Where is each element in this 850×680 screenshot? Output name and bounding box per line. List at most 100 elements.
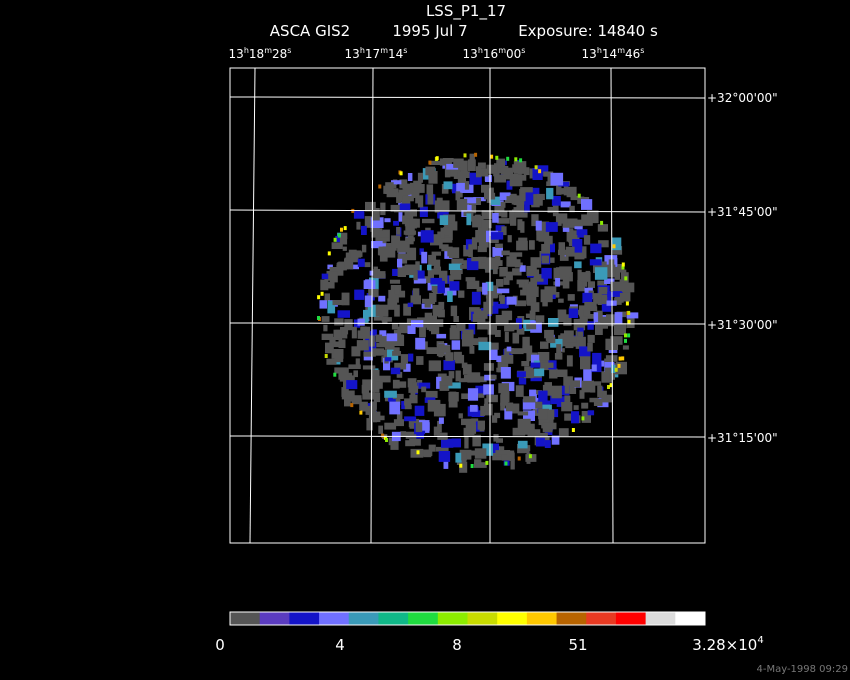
- pixel: [349, 264, 359, 270]
- pixel: [331, 242, 343, 249]
- ra-value: 14: [602, 47, 617, 61]
- pixel: [423, 449, 432, 458]
- pixel: [481, 184, 490, 193]
- pixel: [501, 226, 507, 236]
- pixel: [610, 336, 623, 345]
- pixel: [327, 300, 336, 314]
- pixel: [362, 392, 376, 400]
- pixel: [451, 340, 461, 350]
- pixel: [425, 390, 438, 398]
- edge-pixel: [617, 363, 621, 368]
- pixel: [523, 410, 535, 421]
- pixel: [437, 309, 445, 318]
- pixel: [444, 223, 452, 230]
- pixel: [611, 364, 616, 373]
- pixel: [427, 264, 432, 271]
- colorbar-segment: [497, 612, 528, 625]
- pixel: [472, 434, 481, 447]
- ra-label: 13h14m46s: [582, 46, 645, 61]
- colorbar-label: 4: [335, 636, 345, 654]
- pixel: [560, 201, 571, 208]
- pixel: [549, 368, 558, 379]
- pixel: [366, 418, 373, 431]
- edge-pixel: [504, 461, 508, 466]
- pixel: [372, 208, 380, 221]
- pixel: [476, 286, 487, 292]
- pixel: [583, 309, 591, 317]
- dec-label: +32°00'00": [707, 91, 778, 105]
- ra-value: 18: [249, 47, 264, 61]
- pixel: [337, 262, 344, 271]
- pixel: [393, 347, 400, 356]
- pixel: [471, 257, 484, 262]
- pixel: [489, 187, 494, 197]
- pixel: [525, 192, 534, 205]
- pixel: [604, 362, 615, 372]
- pixel: [550, 393, 562, 405]
- pixel: [565, 342, 574, 349]
- pixel: [459, 378, 471, 383]
- pixel: [379, 330, 387, 337]
- pixel: [479, 262, 486, 269]
- edge-pixel: [337, 233, 341, 238]
- pixel: [567, 218, 578, 225]
- pixel: [337, 332, 348, 339]
- pixel: [499, 192, 511, 201]
- pixel: [384, 337, 395, 350]
- pixel: [341, 390, 355, 400]
- pixel: [330, 267, 342, 276]
- pixel: [413, 278, 427, 284]
- pixel: [426, 347, 440, 354]
- pixel: [513, 161, 527, 174]
- pixel: [497, 361, 509, 373]
- pixel: [510, 215, 517, 226]
- pixel: [503, 277, 510, 285]
- pixel: [579, 346, 591, 358]
- pixel: [451, 438, 461, 448]
- pixel: [569, 228, 574, 237]
- pixel: [587, 342, 593, 352]
- pixel: [437, 200, 450, 212]
- pixel: [491, 415, 498, 423]
- pixel: [412, 184, 425, 193]
- edge-pixel: [506, 156, 510, 161]
- pixel: [341, 297, 347, 303]
- pixel: [431, 280, 437, 293]
- pixel: [531, 214, 539, 227]
- colorbar-segment: [289, 612, 320, 625]
- pixel: [460, 264, 468, 269]
- pixel: [452, 183, 458, 194]
- pixel: [438, 345, 451, 353]
- pixel: [456, 198, 468, 211]
- pixel: [405, 431, 417, 439]
- pixel: [556, 369, 568, 377]
- pixel: [486, 394, 498, 403]
- pixel: [570, 336, 584, 347]
- edge-pixel: [625, 301, 629, 306]
- pixel: [361, 384, 369, 394]
- pixel: [458, 290, 465, 298]
- pixel: [350, 250, 362, 258]
- pixel: [498, 303, 507, 309]
- pixel: [438, 417, 444, 424]
- pixel: [495, 243, 503, 248]
- pixel: [499, 267, 508, 277]
- pixel: [504, 348, 510, 361]
- pixel: [419, 206, 428, 217]
- pixel: [341, 232, 348, 240]
- pixel: [409, 218, 420, 228]
- pixel: [397, 240, 410, 253]
- pixel: [461, 393, 469, 399]
- pixel: [542, 384, 552, 396]
- pixel: [388, 289, 399, 303]
- pixel: [506, 256, 517, 267]
- edge-pixel: [470, 464, 474, 468]
- ra-value: 14: [388, 47, 403, 61]
- pixel: [383, 357, 391, 371]
- pixel: [500, 402, 506, 411]
- pixel: [466, 213, 472, 226]
- edge-pixel: [416, 450, 420, 455]
- pixel: [361, 244, 367, 253]
- pixel: [448, 263, 462, 270]
